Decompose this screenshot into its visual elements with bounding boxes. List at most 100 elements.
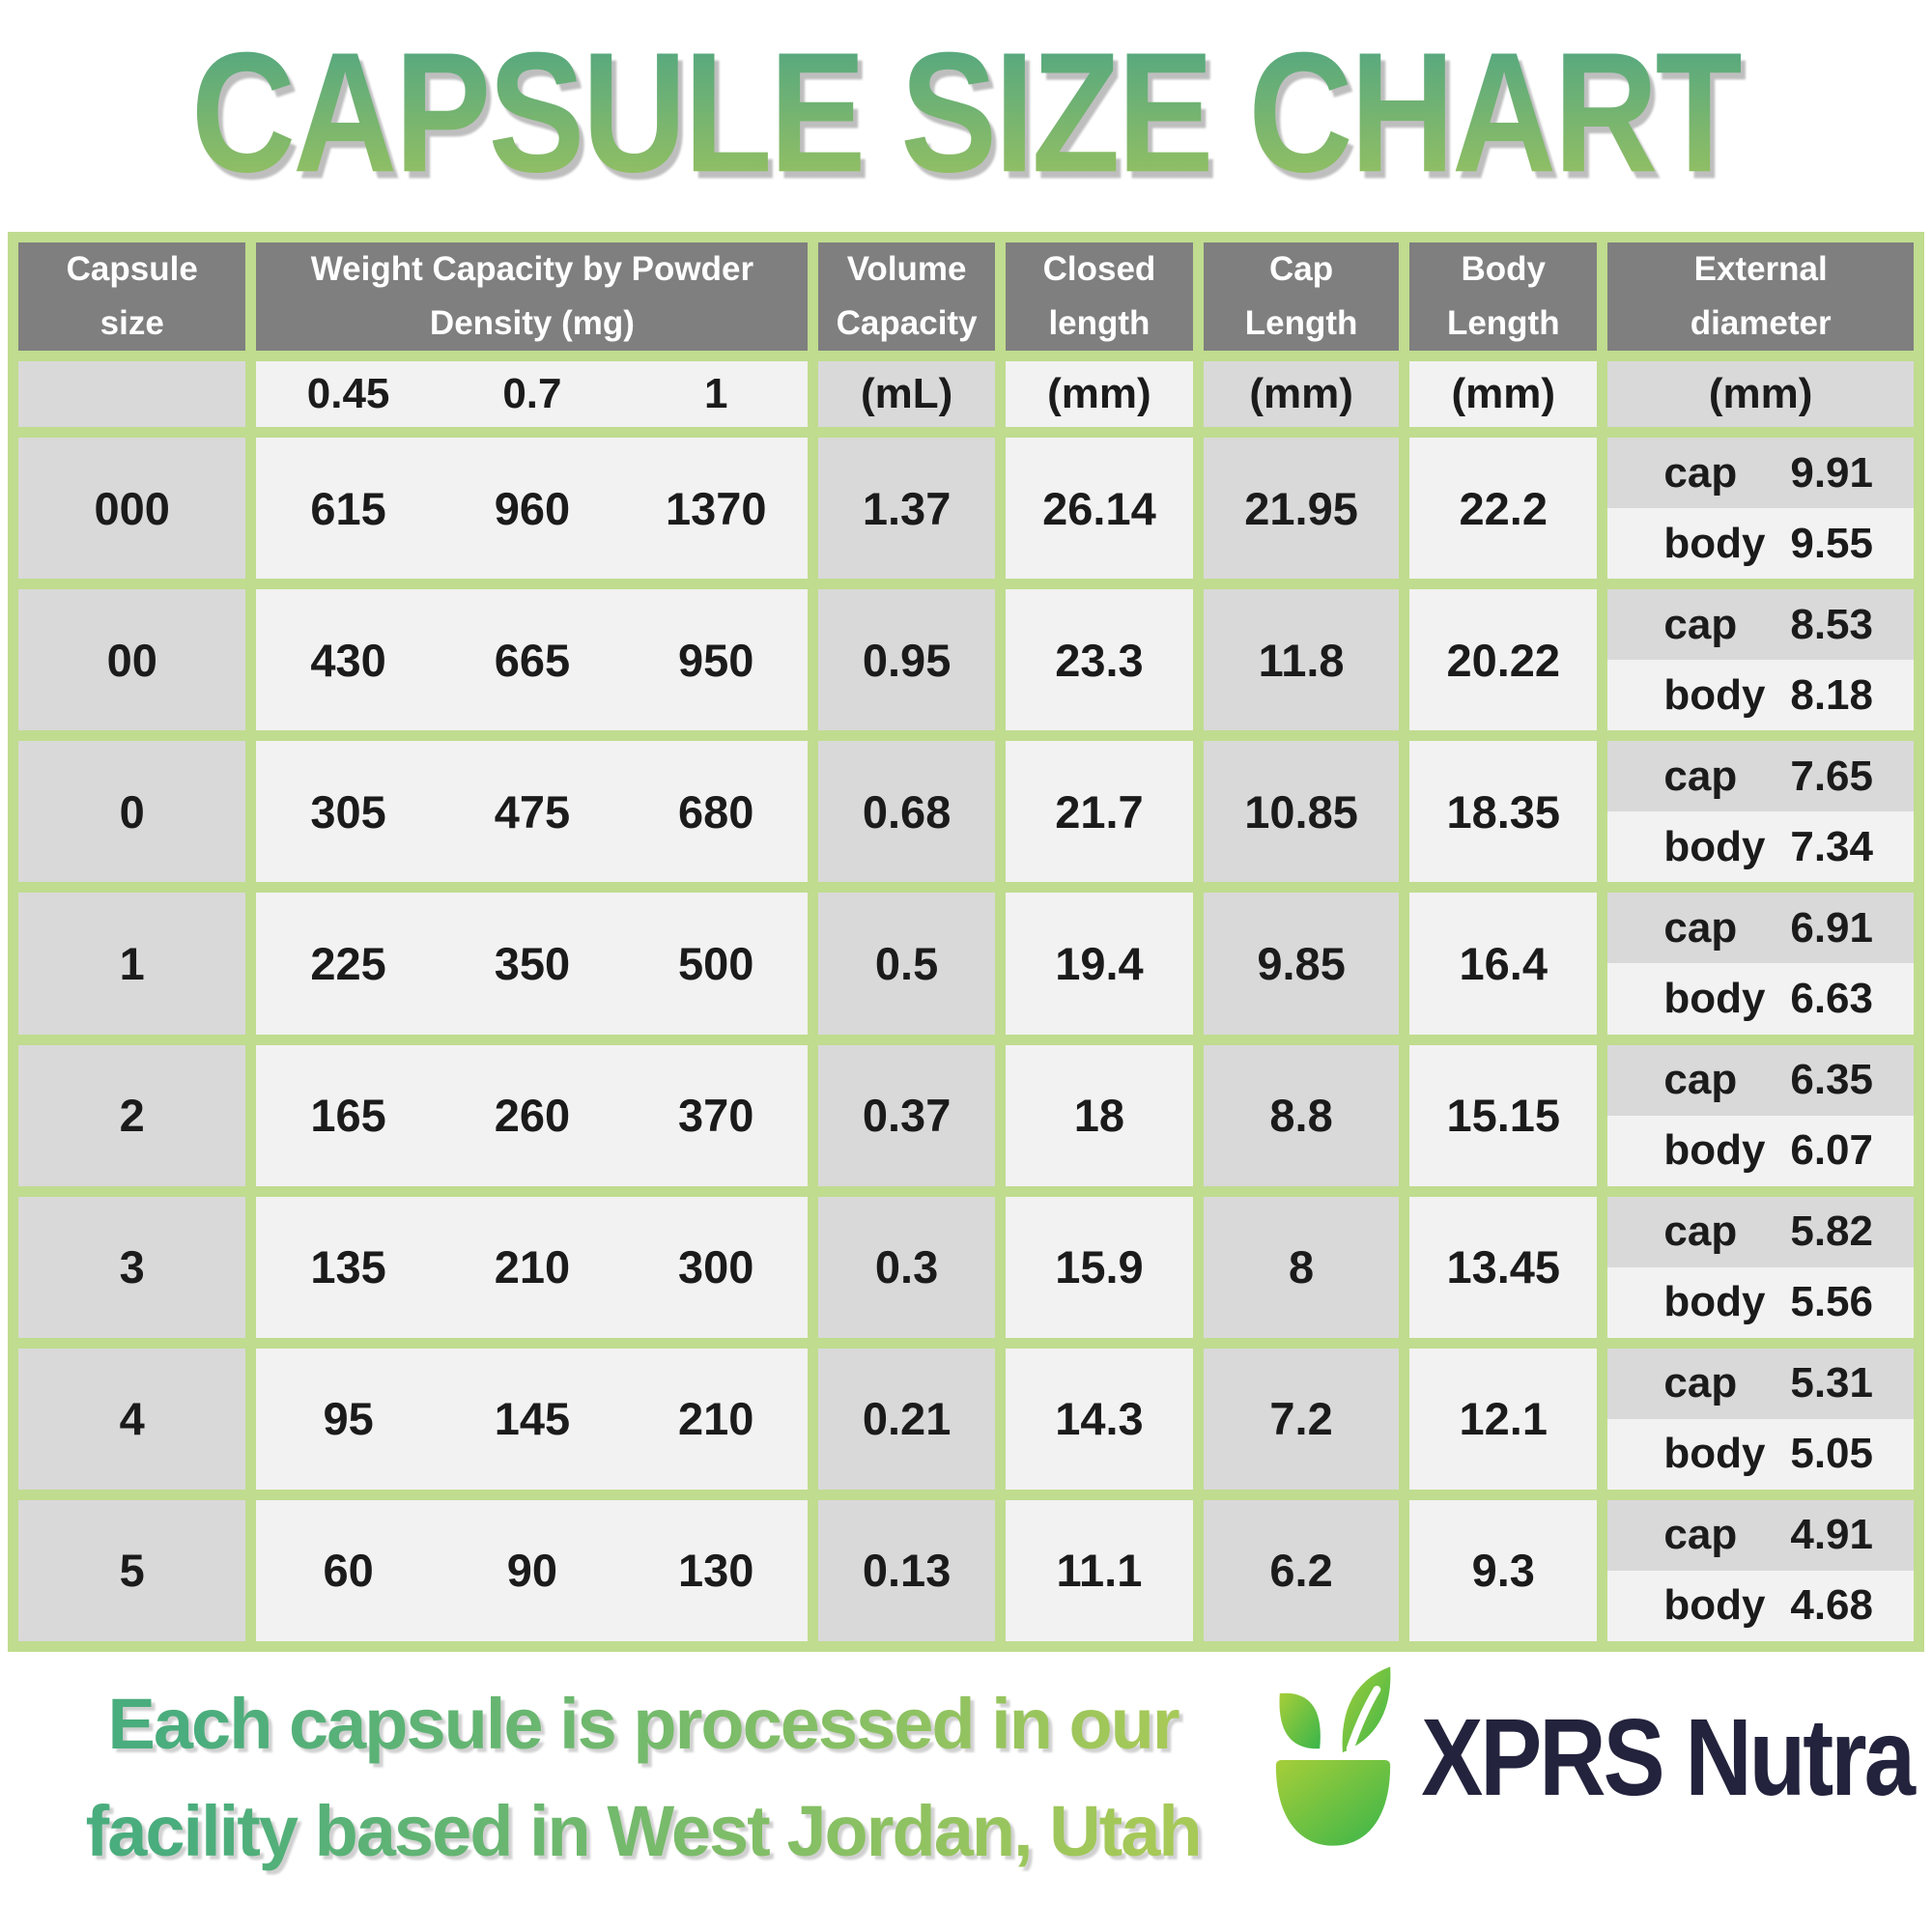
body-length-cell: 13.45 [1409, 1196, 1598, 1338]
density-045: 0.45 [306, 370, 390, 417]
external-body-row: body 5.56 [1607, 1266, 1914, 1338]
capsule-size-cell: 5 [18, 1499, 246, 1641]
unit-cap: (mm) [1204, 361, 1400, 427]
cap-value: 8.53 [1790, 600, 1873, 648]
closed-length-cell: 14.3 [1005, 1348, 1194, 1490]
external-diameter-cell: cap 6.35 body 6.07 [1607, 1044, 1914, 1186]
weight-value: 210 [678, 1393, 754, 1445]
external-diameter-cell: cap 5.82 body 5.56 [1607, 1196, 1914, 1338]
weight-capacity-cell: 305 475 680 [256, 741, 809, 883]
header-capsule-size: Capsule size [18, 242, 246, 351]
external-diameter-cell: cap 8.53 body 8.18 [1607, 589, 1914, 731]
cap-label: cap [1663, 752, 1738, 800]
density-07: 0.7 [502, 370, 562, 417]
weight-value: 680 [678, 785, 754, 838]
volume-cell: 0.21 [818, 1348, 995, 1490]
header-weight-capacity: Weight Capacity by Powder Density (mg) [256, 242, 809, 351]
capsule-size-cell: 00 [18, 589, 246, 731]
body-length-cell: 15.15 [1409, 1044, 1598, 1186]
page-title: CAPSULE SIZE CHART [191, 14, 1744, 211]
density-1: 1 [703, 370, 728, 417]
body-label: body [1663, 1126, 1766, 1175]
body-label: body [1663, 1430, 1766, 1478]
external-cap-row: cap 6.91 [1607, 893, 1914, 964]
volume-cell: 0.68 [818, 741, 995, 883]
weight-value: 260 [494, 1090, 571, 1142]
external-body-row: body 8.18 [1607, 660, 1914, 731]
weight-capacity-cell: 615 960 1370 [256, 438, 809, 580]
weight-value: 1370 [665, 482, 767, 534]
cap-value: 5.82 [1790, 1208, 1873, 1256]
weight-value: 60 [323, 1545, 374, 1597]
weight-value: 350 [494, 937, 571, 989]
external-cap-row: cap 5.82 [1607, 1196, 1914, 1267]
external-body-row: body 7.34 [1607, 811, 1914, 883]
units-spacer-cell [18, 361, 246, 427]
cap-value: 6.35 [1790, 1056, 1873, 1104]
weight-value: 615 [310, 482, 386, 534]
body-value: 7.34 [1790, 822, 1873, 870]
cap-length-cell: 11.8 [1204, 589, 1400, 731]
closed-length-cell: 11.1 [1005, 1499, 1194, 1641]
weight-value: 475 [494, 785, 571, 838]
volume-cell: 0.13 [818, 1499, 995, 1641]
capsule-size-cell: 1 [18, 893, 246, 1035]
weight-value: 90 [506, 1545, 558, 1597]
closed-length-cell: 19.4 [1005, 893, 1194, 1035]
external-diameter-cell: cap 5.31 body 5.05 [1607, 1348, 1914, 1490]
brand-logo: XPRS Nutra [1266, 1662, 1916, 1893]
cap-length-cell: 10.85 [1204, 741, 1400, 883]
body-value: 6.07 [1790, 1126, 1873, 1175]
body-value: 4.68 [1790, 1581, 1873, 1630]
cap-value: 5.31 [1790, 1359, 1873, 1407]
capsule-size-cell: 2 [18, 1044, 246, 1186]
body-length-cell: 9.3 [1409, 1499, 1598, 1641]
header-closed-length: Closed length [1005, 242, 1194, 351]
weight-value: 130 [678, 1545, 754, 1597]
weight-capacity-cell: 95 145 210 [256, 1348, 809, 1490]
body-length-cell: 22.2 [1409, 438, 1598, 580]
cap-length-cell: 8.8 [1204, 1044, 1400, 1186]
cap-length-cell: 21.95 [1204, 438, 1400, 580]
external-cap-row: cap 5.31 [1607, 1348, 1914, 1419]
closed-length-cell: 26.14 [1005, 438, 1194, 580]
weight-value: 225 [310, 937, 386, 989]
external-diameter-cell: cap 9.91 body 9.55 [1607, 438, 1914, 580]
volume-cell: 0.37 [818, 1044, 995, 1186]
cap-label: cap [1663, 903, 1738, 952]
closed-length-cell: 21.7 [1005, 741, 1194, 883]
cap-label: cap [1663, 1056, 1738, 1104]
volume-cell: 0.95 [818, 589, 995, 731]
capsule-size-cell: 0 [18, 741, 246, 883]
body-length-cell: 18.35 [1409, 741, 1598, 883]
cap-label: cap [1663, 1359, 1738, 1407]
weight-value: 665 [494, 634, 571, 686]
closed-length-cell: 15.9 [1005, 1196, 1194, 1338]
cap-label: cap [1663, 1208, 1738, 1256]
unit-volume: (mL) [818, 361, 995, 427]
external-diameter-cell: cap 6.91 body 6.63 [1607, 893, 1914, 1035]
brand-name: XPRS Nutra [1421, 1696, 1916, 1819]
external-cap-row: cap 8.53 [1607, 589, 1914, 661]
facility-note-line1: Each capsule is processed in our [107, 1684, 1179, 1764]
leaf-bowl-icon [1276, 1666, 1391, 1846]
weight-value: 305 [310, 785, 386, 838]
header-cap-length: Cap Length [1204, 242, 1400, 351]
header-volume-capacity: Volume Capacity [818, 242, 995, 351]
body-value: 9.55 [1790, 519, 1873, 567]
facility-note-line2: facility based in West Jordan, Utah [85, 1791, 1201, 1871]
body-label: body [1663, 974, 1766, 1022]
weight-value: 430 [310, 634, 386, 686]
weight-value: 145 [494, 1393, 571, 1445]
weight-capacity-cell: 430 665 950 [256, 589, 809, 731]
weight-value: 135 [310, 1241, 386, 1293]
body-label: body [1663, 822, 1766, 870]
body-value: 5.05 [1790, 1430, 1873, 1478]
body-label: body [1663, 670, 1766, 719]
body-length-cell: 12.1 [1409, 1348, 1598, 1490]
weight-value: 500 [678, 937, 754, 989]
facility-note: Each capsule is processed in our facilit… [19, 1670, 1266, 1885]
volume-cell: 0.5 [818, 893, 995, 1035]
weight-value: 950 [678, 634, 754, 686]
